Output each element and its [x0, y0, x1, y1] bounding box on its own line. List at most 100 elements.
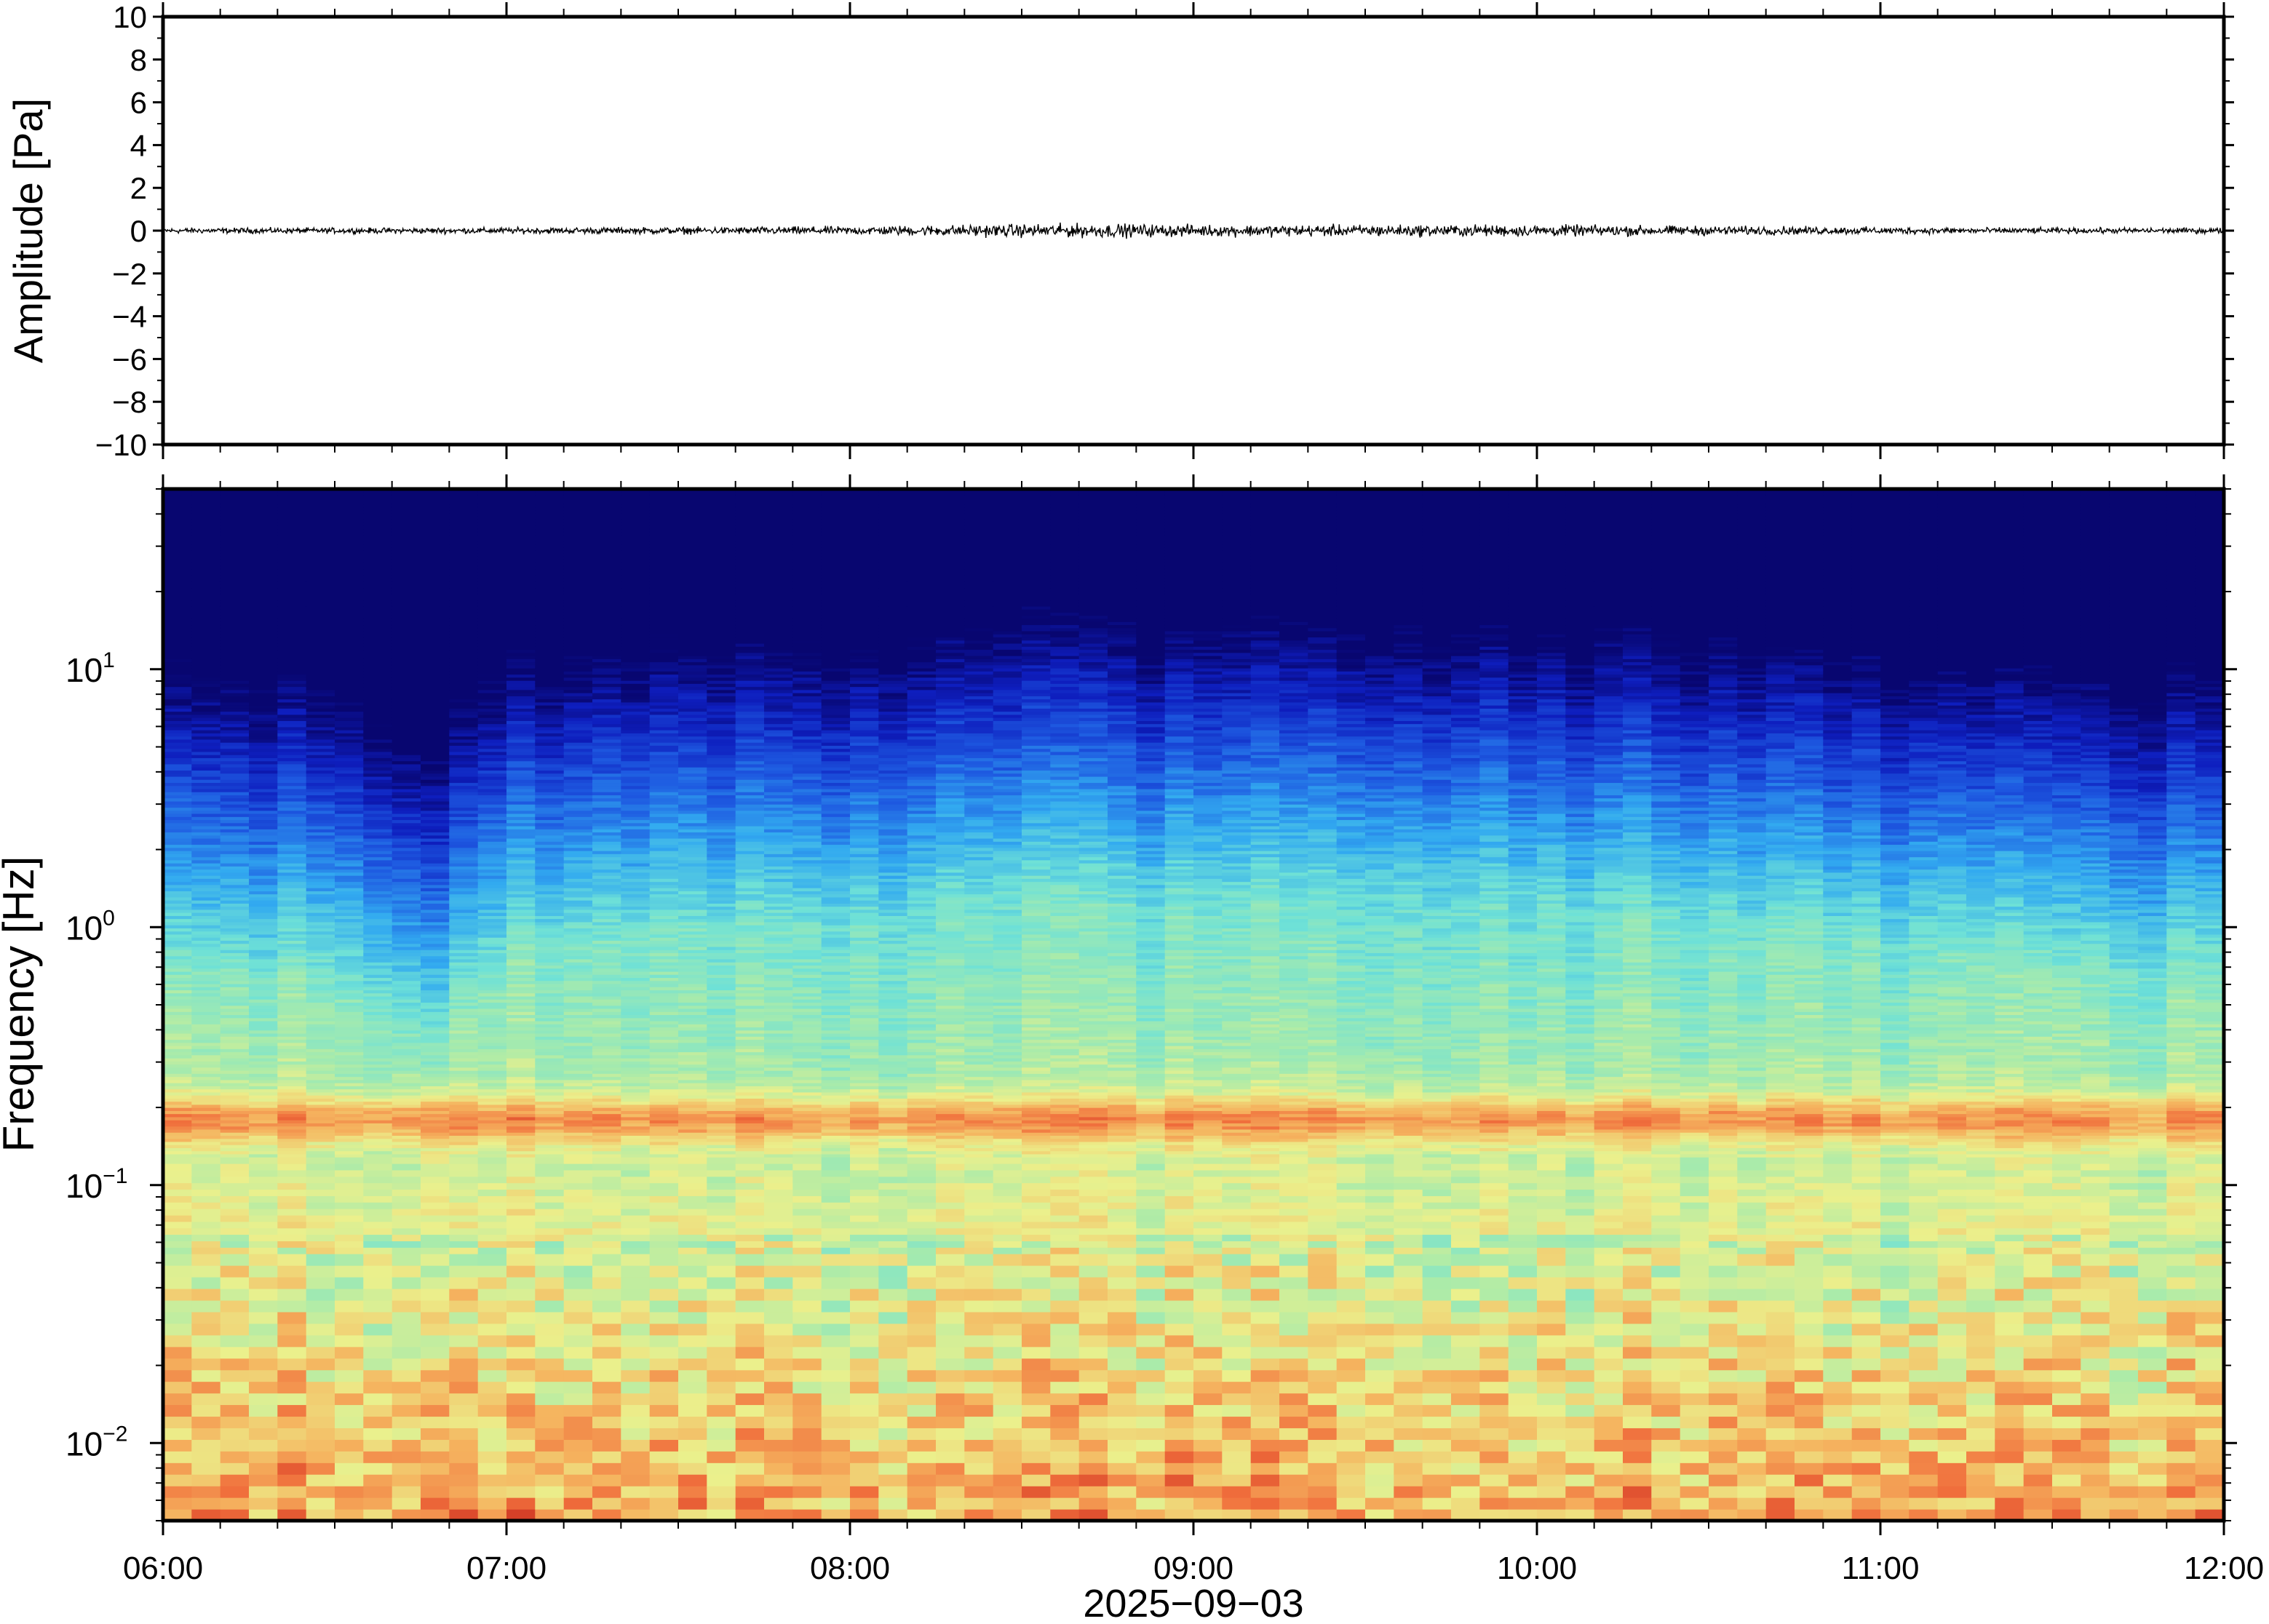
spectrogram-cell [191, 1132, 221, 1136]
spectrogram-cell [392, 683, 421, 688]
spectrogram-cell [277, 800, 307, 805]
spectrogram-cell [421, 1381, 450, 1394]
spectrogram-cell [335, 968, 364, 972]
spectrogram-cell [392, 513, 421, 517]
spectrogram-cell [506, 1132, 536, 1136]
spectrogram-cell [678, 987, 707, 991]
spectrogram-cell [277, 974, 307, 979]
spectrogram-cell [649, 841, 679, 845]
spectrogram-cell [649, 1113, 679, 1118]
spectrogram-cell [535, 1088, 565, 1093]
spectrogram-cell [306, 934, 335, 938]
spectrogram-cell [306, 745, 335, 749]
spectrogram-cell [363, 872, 393, 876]
spectrogram-cell [363, 955, 393, 960]
spectrogram-cell [421, 863, 450, 867]
spectrogram-cell [163, 1005, 192, 1009]
spectrogram-cell [306, 763, 335, 768]
spectrogram-cell [249, 674, 278, 678]
spectrogram-cell [306, 1428, 335, 1440]
spectrogram-cell [421, 506, 450, 511]
spectrogram-cell [506, 909, 536, 913]
spectrogram-cell [421, 804, 450, 808]
spectrogram-cell [220, 1346, 250, 1359]
spectrogram-cell [363, 708, 393, 712]
spectrogram-cell [335, 816, 364, 821]
spectrogram-cell [392, 1132, 421, 1136]
spectrogram-cell [191, 903, 221, 907]
spectrogram-cell [249, 637, 278, 641]
spectrogram-cell [363, 804, 393, 808]
spectrogram-cell [335, 888, 364, 891]
spectrogram-cell [306, 999, 335, 1003]
spectrogram-cell [621, 578, 651, 582]
spectrogram-cell [335, 881, 364, 885]
spectrogram-cell [506, 705, 536, 709]
spectrogram-cell [363, 928, 393, 932]
spectrogram-cell [477, 1091, 507, 1096]
spectrogram-cell [220, 853, 250, 858]
spectrogram-cell [163, 1299, 192, 1313]
spectrogram-cell [335, 739, 364, 743]
spectrogram-cell [477, 1039, 507, 1043]
spectrogram-cell [363, 893, 393, 898]
spectrogram-cell [477, 621, 507, 626]
spectrogram-cell [477, 937, 507, 941]
spectrogram-cell [449, 859, 479, 864]
spectrogram-cell [421, 918, 450, 923]
spectrogram-cell [477, 785, 507, 789]
spectrogram-cell [449, 788, 479, 792]
spectrogram-cell [506, 952, 536, 957]
spectrogram-cell [621, 903, 651, 907]
waveform-y-tick-label: −6 [112, 342, 147, 376]
spectrogram-cell [563, 686, 593, 690]
spectrogram-cell [191, 1027, 221, 1031]
spectrogram-cell [249, 562, 278, 567]
spectrogram-cell [621, 1002, 651, 1006]
spectrogram-cell [592, 1095, 621, 1099]
waveform-y-tick-label: 6 [130, 86, 147, 120]
spectrogram-cell [592, 528, 621, 533]
spectrogram-cell [592, 770, 621, 774]
spectrogram-cell [506, 856, 536, 861]
spectrogram-cell [363, 1169, 393, 1177]
spectrogram-cell [392, 844, 421, 848]
spectrogram-cell [363, 795, 393, 799]
spectrogram-cell [277, 547, 307, 551]
spectrogram-cell [535, 813, 565, 817]
spectrogram-cell [592, 1064, 621, 1068]
spectrogram-cell [563, 705, 593, 709]
spectrogram-cell [392, 745, 421, 749]
spectrogram-cell [277, 733, 307, 737]
spectrogram-cell [220, 1369, 250, 1382]
spectrogram-cell [306, 658, 335, 663]
spectrogram-cell [191, 1254, 221, 1266]
spectrogram-cell [392, 658, 421, 663]
spectrogram-cell [163, 1104, 192, 1108]
spectrogram-cell [563, 912, 593, 916]
spectrogram-cell [163, 578, 192, 582]
spectrogram-cell [220, 674, 250, 678]
spectrogram-cell [220, 547, 250, 551]
spectrogram-cell [449, 1241, 479, 1248]
spectrogram-cell [335, 1048, 364, 1053]
spectrogram-cell [220, 522, 250, 526]
spectrogram-cell [191, 888, 221, 891]
spectrogram-cell [449, 931, 479, 935]
spectrogram-cell [477, 1005, 507, 1009]
spectrogram-cell [621, 627, 651, 632]
spectrogram-cell [477, 1157, 507, 1164]
spectrogram-cell [220, 720, 250, 725]
spectrogram-cell [363, 866, 393, 870]
spectrogram-cell [477, 1129, 507, 1133]
spectrogram-cell [707, 1323, 736, 1336]
spectrogram-cell [449, 624, 479, 629]
spectrogram-cell [335, 977, 364, 982]
spectrogram-cell [506, 525, 536, 530]
spectrogram-cell [306, 888, 335, 891]
spectrogram-cell [506, 491, 536, 495]
spectrogram-cell [449, 832, 479, 836]
spectrogram-cell [563, 1079, 593, 1083]
spectrogram-cell [563, 568, 593, 573]
spectrogram-cell [306, 1110, 335, 1115]
